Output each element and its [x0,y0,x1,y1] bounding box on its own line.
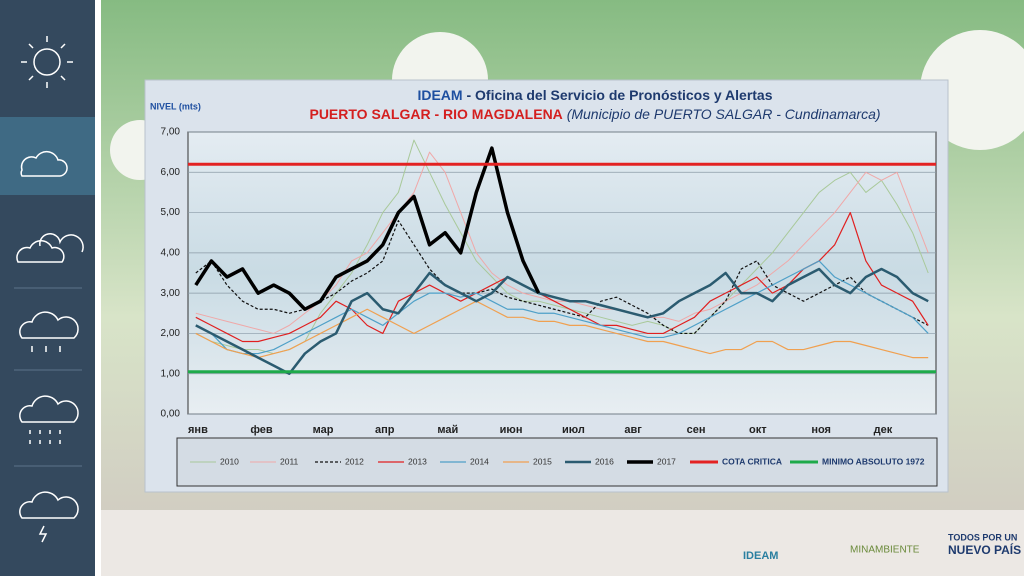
subtitle-text: PUERTO SALGAR - RIO MAGDALENA [309,106,562,122]
gov-line1: TODOS POR UN [948,532,1017,542]
gov-line2: NUEVO PAÍS [948,542,1021,557]
y-tick-label: 5,00 [161,207,181,218]
y-tick-label: 6,00 [161,167,181,178]
y-tick-label: 4,00 [161,247,181,258]
ground [0,510,1024,576]
chart-subtitle: PUERTO SALGAR - RIO MAGDALENA (Municipio… [309,106,880,122]
minambiente-logo: MINAMBIENTE [850,545,920,556]
sidebar-dividers [14,287,82,467]
x-tick-label: ноя [811,424,831,436]
y-tick-label: 7,00 [161,127,181,138]
x-tick-label: май [437,424,458,436]
series-line [194,146,541,312]
legend-label: 2011 [280,456,299,466]
legend-label: 2015 [533,456,552,466]
x-tick-label: авг [624,424,642,436]
legend-label: 2016 [595,456,614,466]
y-tick-label: 2,00 [161,328,181,339]
legend-label: 2013 [408,456,427,466]
legend-label: 2012 [345,456,364,466]
x-tick-label: июн [500,424,523,436]
title-prefix: IDEAM [417,87,462,103]
y-axis-label: NIVEL (mts) [150,101,201,111]
legend-label: 2010 [220,456,239,466]
subtitle-note: (Municipio de PUERTO SALGAR - Cundinamar… [567,106,881,122]
legend-label: 2014 [470,456,489,466]
x-tick-label: фев [250,424,273,436]
legend-label: MINIMO ABSOLUTO 1972 [822,456,925,466]
weather-icons [16,36,84,543]
legend-label: 2017 [657,456,676,466]
x-tick-label: апр [375,424,395,436]
series-line [195,267,929,375]
x-tick-label: мар [313,424,334,436]
ideam-logo: IDEAM [743,550,778,562]
sidebar-active [0,117,95,195]
y-tick-label: 1,00 [161,368,181,379]
y-tick-label: 3,00 [161,288,181,299]
chart-title: IDEAM - Oficina del Servicio de Pronósti… [417,87,772,103]
legend-label: COTA CRITICA [722,456,782,466]
x-tick-label: окт [749,424,767,436]
x-tick-label: дек [874,424,893,436]
series-line [195,300,929,359]
x-tick-label: янв [188,424,208,436]
x-tick-label: сен [687,424,706,436]
y-tick-label: 0,00 [161,409,181,420]
x-tick-label: июл [562,424,585,436]
title-text: - Oficina del Servicio de Pronósticos y … [463,87,773,103]
sidebar-edge [95,0,101,576]
series-line [195,260,929,355]
